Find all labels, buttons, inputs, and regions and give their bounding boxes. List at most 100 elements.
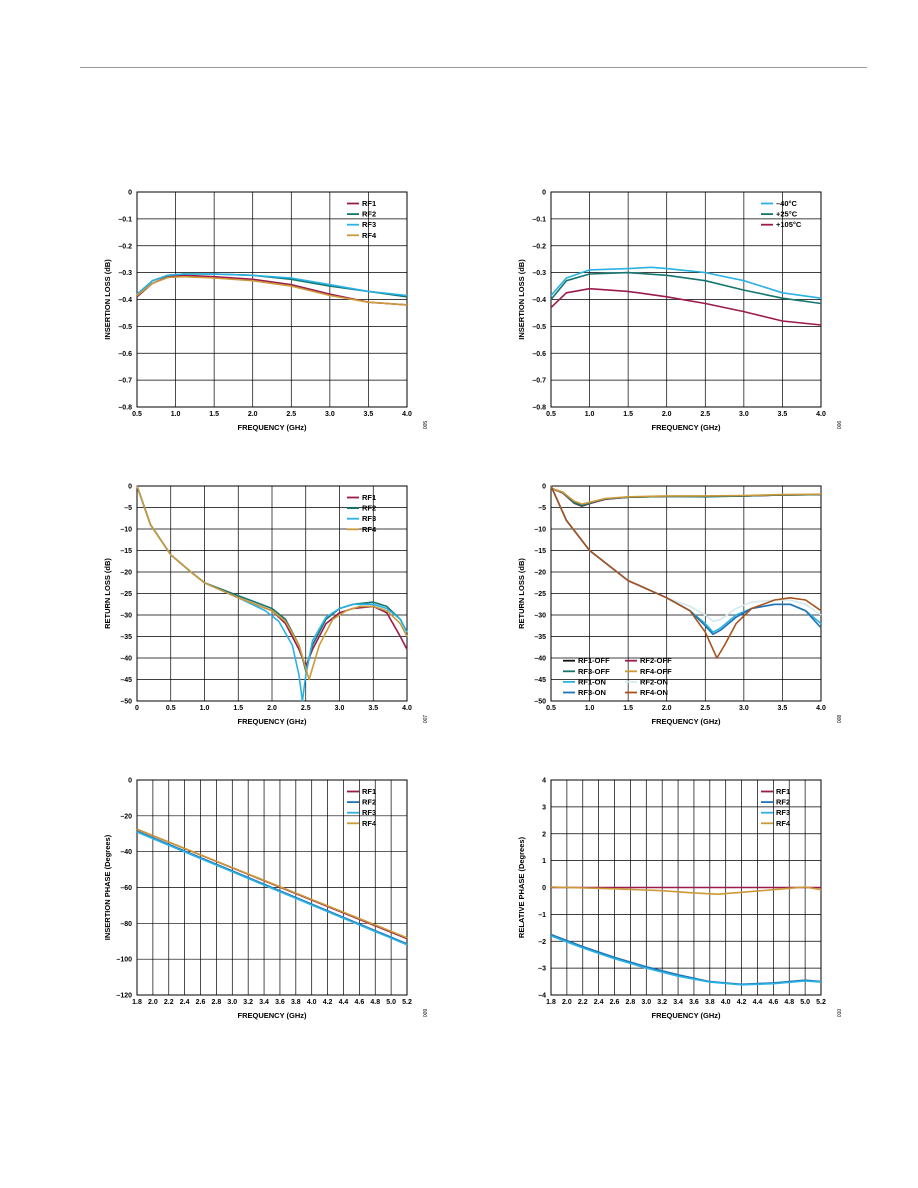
- series-line-4: [550, 485, 822, 633]
- x-tick-label: 3.2: [243, 999, 253, 1006]
- x-tick-label: 2.2: [164, 999, 174, 1006]
- x-tick-label: 1.5: [623, 411, 633, 418]
- y-tick-label: –100: [116, 957, 132, 964]
- figure-id: 005: [423, 421, 429, 430]
- y-tick-label: –0.1: [532, 216, 546, 223]
- y-tick-label: –5: [124, 505, 132, 512]
- y-tick-label: –20: [534, 570, 546, 577]
- series-line-2: [136, 273, 408, 297]
- series-line-3: [550, 487, 822, 505]
- y-tick-label: 0: [128, 190, 132, 197]
- legend-entry: +25°C: [776, 210, 798, 219]
- x-tick-label: 1.5: [233, 705, 243, 712]
- y-tick-label: 3: [542, 804, 546, 811]
- return-loss-on-off-chart: 0.5 1.0 1.5 2.0 2.5 3.0 3.5 4.0 0 –5 –10 –15 –20 –25 –…: [517, 484, 843, 727]
- y-tick-label: –10: [534, 527, 546, 534]
- series-line-2: [550, 487, 822, 507]
- y-tick-label: –0.3: [532, 270, 546, 277]
- y-tick-label: 0: [542, 885, 546, 892]
- x-tick-label: 1.8: [132, 999, 142, 1006]
- x-tick-label: 0: [135, 705, 139, 712]
- legend-entry: RF2: [776, 798, 790, 807]
- y-tick-label: –4: [538, 993, 546, 1000]
- legend-entry: RF3-ON: [578, 688, 606, 697]
- y-tick-label: –45: [120, 677, 132, 684]
- legend-entry: RF1: [362, 199, 376, 208]
- x-tick-label: 5.0: [386, 999, 396, 1006]
- legend-entry: –40°C: [776, 199, 798, 208]
- legend-entry: RF3-OFF: [578, 667, 610, 676]
- x-tick-label: 5.2: [816, 999, 826, 1006]
- x-tick-label: 1.0: [200, 705, 210, 712]
- x-tick-label: 2.6: [196, 999, 206, 1006]
- x-tick-label: 2.6: [610, 999, 620, 1006]
- legend-entry: RF1-OFF: [578, 656, 610, 665]
- page-top-rule: [80, 67, 867, 68]
- x-tick-label: 4.0: [402, 705, 412, 712]
- x-tick-label: 2.0: [248, 411, 258, 418]
- x-tick-label: 2.2: [578, 999, 588, 1006]
- series-line-3: [136, 828, 408, 939]
- plot-frame: [136, 191, 408, 408]
- figure-id: 007: [423, 715, 429, 724]
- y-tick-label: –40: [534, 656, 546, 663]
- y-tick-label: –80: [120, 921, 132, 928]
- y-tick-label: –35: [534, 634, 546, 641]
- x-tick-label: 2.0: [662, 411, 672, 418]
- series-line-7: [550, 485, 822, 659]
- y-tick-label: –15: [120, 548, 132, 555]
- y-tick-label: –30: [534, 613, 546, 620]
- series-line-3: [136, 275, 408, 306]
- x-tick-label: 3.2: [657, 999, 667, 1006]
- x-tick-label: 3.0: [739, 705, 749, 712]
- x-axis-label: FREQUENCY (GHz): [651, 423, 721, 432]
- y-tick-label: 1: [542, 858, 546, 865]
- plot-frame: [136, 779, 408, 996]
- plot-frame: [550, 485, 822, 702]
- y-tick-label: –50: [534, 699, 546, 706]
- y-tick-label: –0.6: [532, 351, 546, 358]
- x-tick-label: 2.5: [301, 705, 311, 712]
- legend-entry: RF2: [362, 798, 376, 807]
- legend-entry: +105°C: [776, 220, 802, 229]
- legend-entry: RF1: [362, 493, 376, 502]
- x-tick-label: 1.0: [585, 705, 595, 712]
- x-tick-label: 4.0: [721, 999, 731, 1006]
- x-tick-label: 3.6: [689, 999, 699, 1006]
- x-axis-label: FREQUENCY (GHz): [237, 423, 307, 432]
- legend-entry: RF2: [362, 504, 376, 513]
- x-tick-label: 2.0: [148, 999, 158, 1006]
- y-tick-label: –2: [538, 939, 546, 946]
- x-tick-label: 4.0: [816, 411, 826, 418]
- y-tick-label: –40: [120, 849, 132, 856]
- y-axis-label: RETURN LOSS (dB): [517, 558, 526, 629]
- legend-entry: RF3: [362, 220, 376, 229]
- y-axis-label: INSERTION LOSS (dB): [103, 259, 112, 340]
- legend-entry: RF4: [362, 525, 377, 534]
- y-tick-label: –25: [120, 591, 132, 598]
- legend: –40°C +25°C+105°C: [761, 199, 802, 229]
- y-tick-label: –0.8: [532, 405, 546, 412]
- y-tick-label: –0.6: [118, 351, 132, 358]
- x-tick-label: 4.4: [753, 999, 763, 1006]
- x-tick-label: 2.0: [662, 705, 672, 712]
- x-tick-label: 3.8: [705, 999, 715, 1006]
- x-tick-label: 2.0: [562, 999, 572, 1006]
- x-tick-label: 0.5: [546, 411, 556, 418]
- legend-entry: RF1-ON: [578, 677, 606, 686]
- x-tick-label: 2.8: [626, 999, 636, 1006]
- relative-phase-chart: 1.8 2.0 2.2 2.4 2.6 2.8 3.0 3.2 3.4 3.6 3.8 4.0 4.2 4…: [517, 778, 843, 1021]
- y-tick-label: –10: [120, 527, 132, 534]
- y-tick-label: –0.5: [532, 324, 546, 331]
- x-tick-label: 2.0: [267, 705, 277, 712]
- x-tick-label: 1.0: [585, 411, 595, 418]
- series-line-2: [136, 831, 408, 946]
- legend-entry: RF2-OFF: [640, 656, 672, 665]
- legend-entry: RF2: [362, 210, 376, 219]
- x-tick-label: 2.4: [180, 999, 190, 1006]
- x-tick-label: 3.0: [641, 999, 651, 1006]
- x-tick-label: 1.5: [623, 705, 633, 712]
